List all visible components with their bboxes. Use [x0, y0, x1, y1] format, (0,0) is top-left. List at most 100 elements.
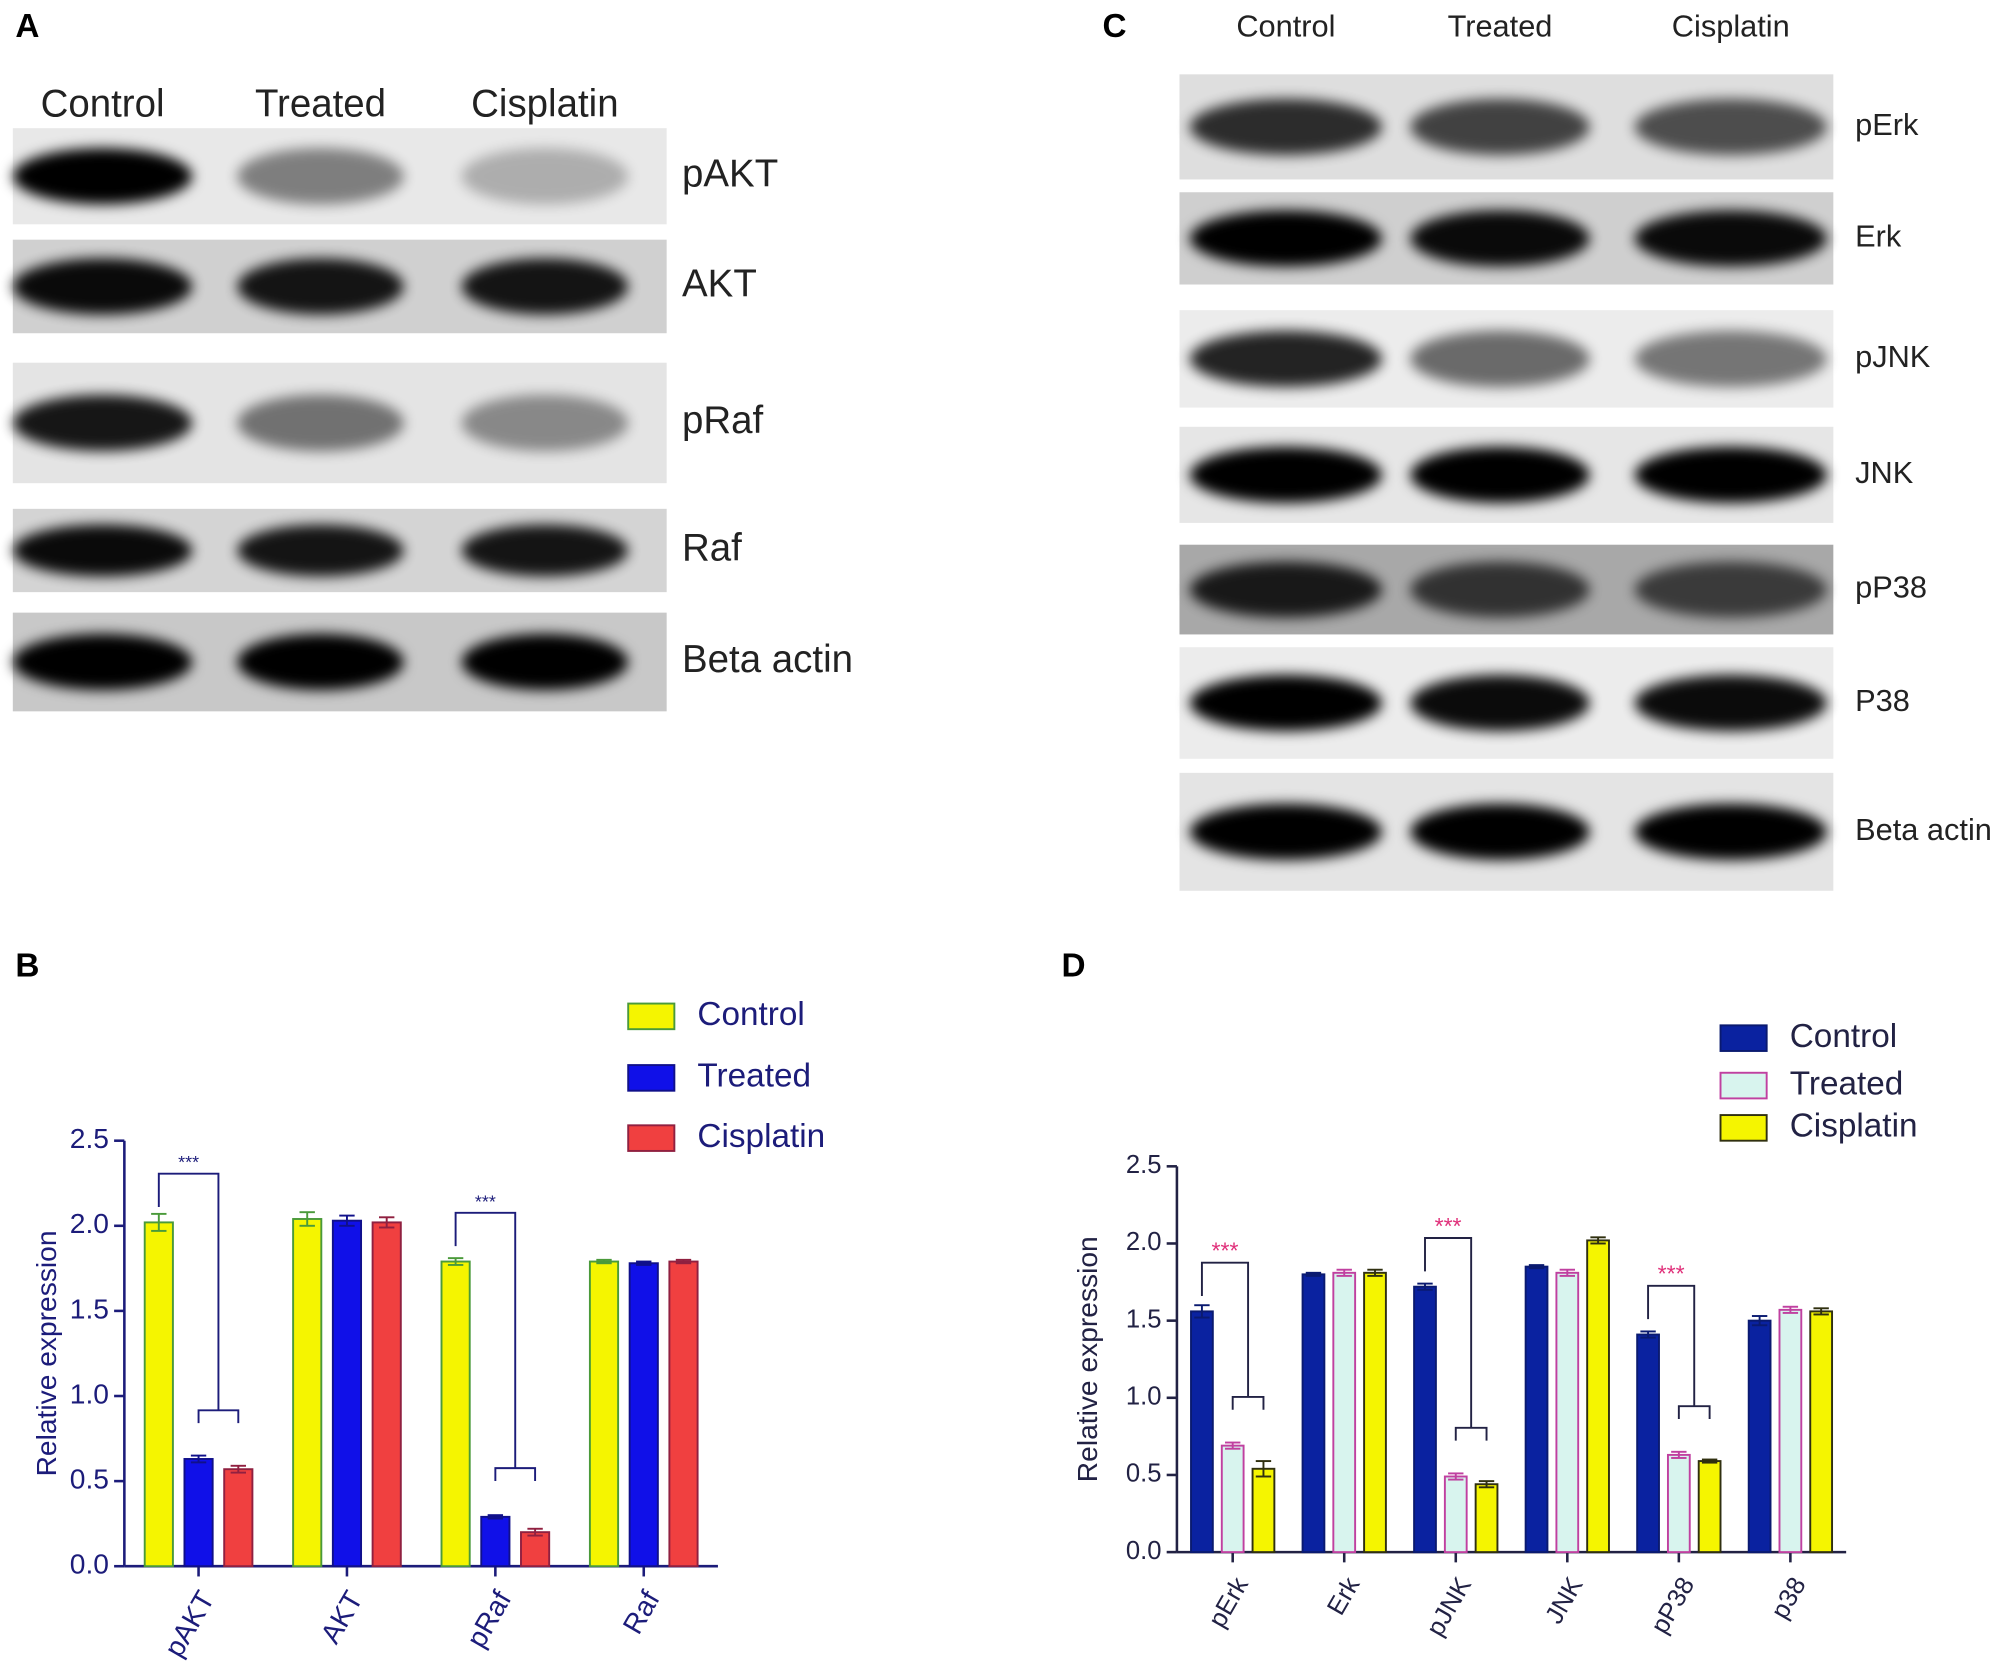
y-tick-label: 0.5 [1126, 1460, 1162, 1488]
significance-bracket [1424, 1237, 1473, 1428]
blot-band [1634, 674, 1827, 732]
legend-label: Control [697, 996, 804, 1033]
blot-band [1189, 674, 1383, 732]
blot-band [1410, 446, 1590, 504]
legend-label: Control [1790, 1018, 1897, 1055]
significance-bracket [1677, 1405, 1711, 1420]
bar [668, 1260, 699, 1568]
significance-label: *** [475, 1191, 496, 1211]
bar [143, 1221, 174, 1568]
bar [1301, 1273, 1326, 1554]
legend-swatch [1719, 1071, 1768, 1100]
y-tick-label: 0.0 [1126, 1537, 1162, 1565]
blot-band [1634, 330, 1827, 388]
bar [1636, 1333, 1660, 1554]
y-tick-label: 2.5 [1126, 1151, 1162, 1179]
protein-label: pRaf [682, 399, 764, 442]
blot-band [1634, 446, 1827, 504]
bar [1697, 1460, 1722, 1554]
x-tick-label: Raf [616, 1585, 666, 1639]
y-tick-label: 2.0 [70, 1207, 109, 1239]
panel-label: A [15, 8, 39, 45]
blot-band [1634, 803, 1827, 861]
bar [183, 1458, 214, 1568]
blot-band [461, 394, 629, 452]
legend-swatch [1719, 1024, 1768, 1052]
blot-band [1634, 98, 1827, 156]
blot-band [237, 394, 404, 452]
bar [1220, 1444, 1245, 1554]
bar [1586, 1239, 1610, 1554]
y-axis-label: Relative expression [30, 1230, 62, 1476]
significance-bracket [1454, 1426, 1488, 1441]
bar [1190, 1310, 1214, 1554]
blot-band [1189, 98, 1383, 156]
significance-bracket [157, 1172, 220, 1411]
x-tick-label: pErk [1203, 1573, 1254, 1633]
y-tick-label: 0.0 [70, 1548, 109, 1580]
bar [292, 1218, 323, 1568]
y-tick-label: 1.5 [70, 1292, 109, 1324]
y-tick-label: 0.5 [70, 1463, 109, 1495]
protein-label: P38 [1855, 683, 1910, 718]
blot-band [1634, 561, 1827, 618]
significance-bracket [1231, 1395, 1265, 1410]
bar [1524, 1265, 1549, 1554]
y-tick-label: 1.0 [1126, 1383, 1162, 1411]
legend-label: Cisplatin [697, 1118, 825, 1155]
legend-label: Treated [1790, 1065, 1904, 1102]
protein-label: pErk [1855, 107, 1919, 142]
bar [1251, 1467, 1276, 1554]
bar [1443, 1475, 1468, 1554]
protein-label: Beta actin [1855, 812, 1992, 847]
significance-bracket [494, 1467, 537, 1481]
panel-label: C [1103, 8, 1127, 45]
legend-swatch [627, 1124, 676, 1152]
x-tick-label: pP38 [1646, 1573, 1700, 1639]
protein-label: pJNK [1855, 339, 1931, 374]
protein-label: pP38 [1855, 570, 1927, 605]
blot-band [237, 148, 404, 205]
blot-band [237, 524, 404, 577]
legend-swatch [627, 1002, 676, 1031]
bar [1363, 1271, 1387, 1554]
blot-band [1189, 330, 1383, 388]
y-tick-label: 1.0 [70, 1377, 109, 1409]
protein-label: Raf [682, 527, 742, 570]
blot-band [461, 633, 629, 691]
x-tick-label: JNK [1540, 1573, 1588, 1629]
blot-band [461, 258, 629, 315]
y-tick-label: 2.0 [1126, 1228, 1162, 1256]
protein-label: AKT [682, 263, 757, 306]
bar [588, 1260, 620, 1568]
blot-band [1634, 210, 1827, 267]
bar [1778, 1308, 1803, 1554]
y-tick-label: 2.5 [70, 1122, 109, 1154]
x-tick-label: pJNK [1421, 1573, 1477, 1641]
blot-band [461, 524, 629, 577]
blot-band [1410, 210, 1590, 267]
lane-label: Treated [1448, 8, 1553, 43]
blot-band [1189, 210, 1383, 267]
bar [628, 1262, 659, 1568]
x-tick-label: AKT [314, 1585, 369, 1648]
bar [1809, 1310, 1834, 1554]
bar [1474, 1483, 1499, 1554]
x-tick-label: pAKT [157, 1585, 220, 1662]
bar [1666, 1453, 1691, 1554]
blot-band [1189, 803, 1383, 861]
blot-band [1189, 561, 1383, 618]
bar [371, 1221, 402, 1568]
blot-band [1410, 803, 1590, 861]
panel-label: B [15, 947, 39, 984]
bar [1332, 1271, 1357, 1554]
blot-band [12, 524, 193, 577]
significance-bracket [197, 1409, 240, 1424]
protein-label: JNK [1855, 455, 1914, 490]
bar [1413, 1285, 1437, 1554]
bar [520, 1531, 551, 1568]
significance-label: *** [178, 1152, 199, 1172]
protein-label: pAKT [682, 152, 778, 195]
bar [223, 1468, 254, 1568]
